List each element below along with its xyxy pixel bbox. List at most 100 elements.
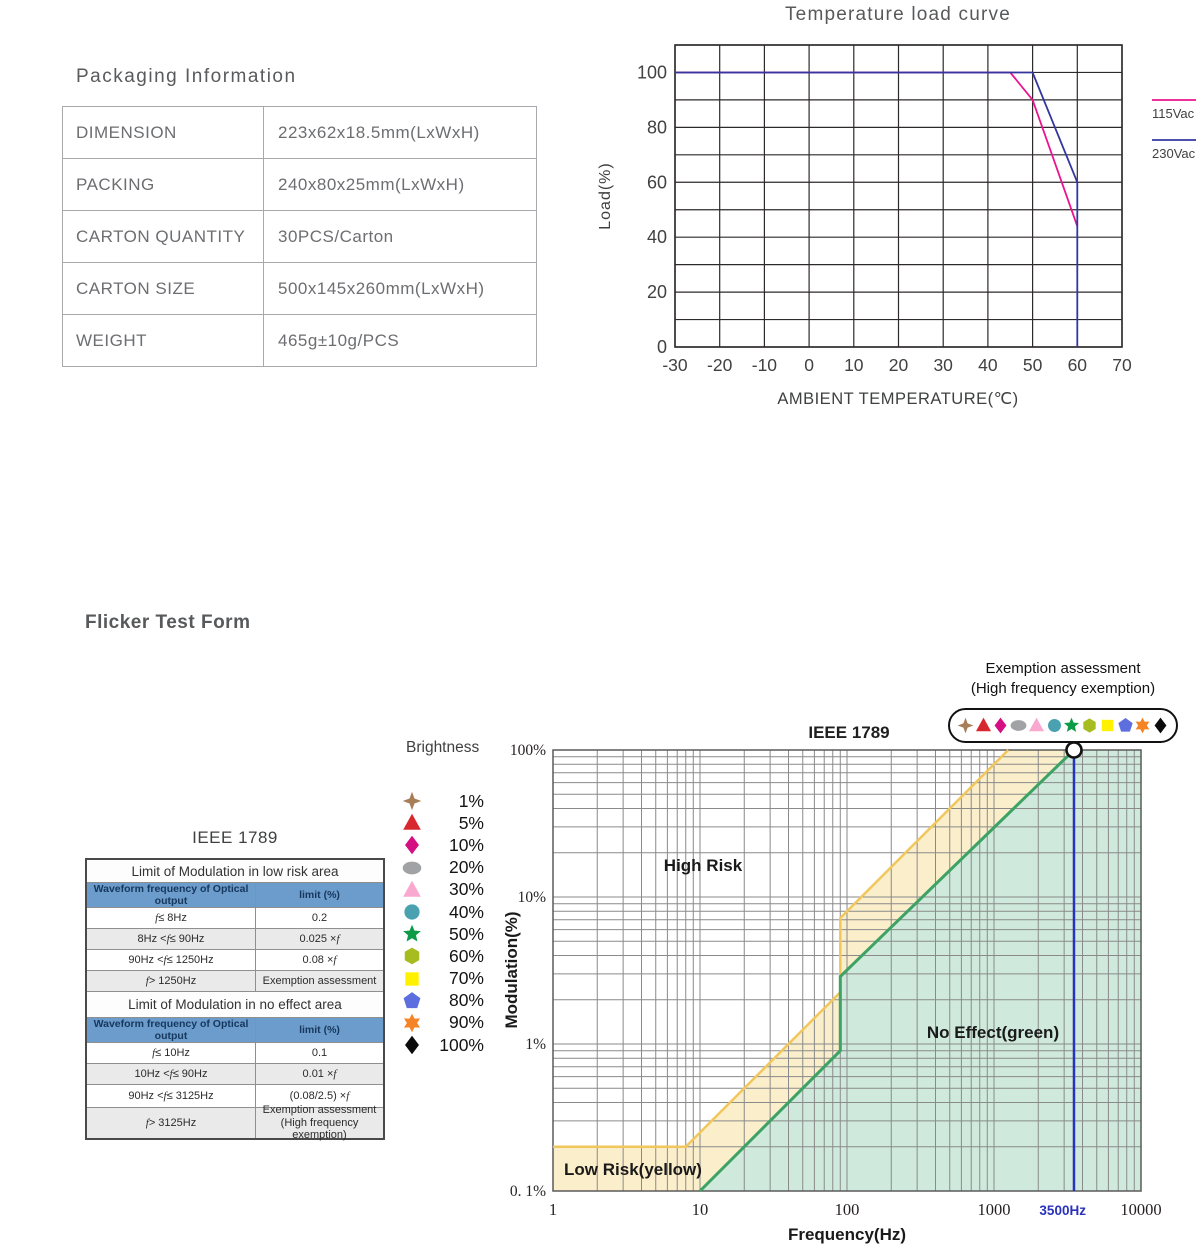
temp-grid	[674, 44, 1123, 348]
polygon	[404, 948, 420, 965]
ieee-table-cell-frequency: 10Hz < f ≤ 90Hz	[87, 1064, 256, 1084]
packaging-row-label: WEIGHT	[63, 315, 264, 366]
packaging-row: PACKING 240x80x25mm(LxWxH)	[63, 158, 536, 210]
polygon	[1154, 717, 1167, 734]
temp-y-tick-labels: 0 20 40 60 80 100	[637, 62, 667, 357]
ellipse	[1010, 720, 1027, 731]
brightness-legend-item: 10%	[402, 834, 484, 856]
star6-icon	[1136, 717, 1150, 734]
ieee-table-header-frequency: Waveform frequency of Optical output	[87, 883, 256, 907]
polygon	[1064, 717, 1080, 732]
brightness-legend-item: 100%	[402, 1034, 484, 1056]
x-tick-label: 1000	[978, 1200, 1011, 1219]
x-tick-label: 0	[804, 355, 814, 375]
marker-frequency-label: 3500Hz	[1039, 1203, 1086, 1218]
brightness-100%-marker-icon	[405, 1035, 419, 1055]
brightness-60%-marker-icon	[404, 948, 420, 965]
packaging-row-value: 465g±10g/PCS	[278, 330, 400, 350]
packaging-row-value: 500x145x260mm(LxWxH)	[278, 278, 485, 298]
temp-plot-border	[674, 44, 1123, 348]
packaging-row-label: CARTON QUANTITY	[63, 211, 264, 262]
legend-label-230vac: 230Vac	[1152, 146, 1196, 161]
brightness-30%-marker-icon	[403, 880, 421, 897]
pill-80%-marker-icon	[1118, 717, 1133, 732]
flicker-chart-title: IEEE 1789	[808, 723, 889, 742]
x-tick-label: 40	[978, 355, 998, 375]
ellipse-icon	[1010, 720, 1027, 731]
brightness-50%-marker-icon	[403, 924, 421, 942]
ieee-table-cell-limit: 0.08 × f	[302, 953, 337, 966]
x-tick-label: 10000	[1120, 1200, 1161, 1219]
brightness-legend-value: 100%	[439, 1034, 484, 1055]
marker-frequency-dot	[1065, 741, 1083, 759]
low-risk-label: Low Risk(yellow)	[564, 1160, 702, 1179]
hexagon-icon	[1083, 718, 1096, 733]
ieee-table-row: f > 3125Hz Exemption assessment (High freq…	[87, 1104, 383, 1142]
y-tick-label: 40	[647, 227, 667, 247]
flicker-plot-border	[552, 749, 1142, 1192]
brightness-70%-marker-icon	[405, 971, 419, 986]
polygon	[403, 1013, 421, 1033]
packaging-row-value: 240x80x25mm(LxWxH)	[278, 174, 465, 194]
pill-30%-marker-icon	[1028, 717, 1044, 732]
x-tick-label: -30	[662, 355, 688, 375]
ellipse-icon	[402, 861, 422, 874]
ieee-table-row: f ≤ 8Hz 0.2	[87, 908, 383, 929]
exemption-marker-pill	[948, 708, 1178, 743]
ieee-table-header-row: Waveform frequency of Optical output limi…	[87, 883, 383, 908]
packaging-table: DIMENSION 223x62x18.5mm(LxWxH) PACKING 240x…	[62, 106, 537, 367]
brightness-legend-items: 1% 5% 10% 20% 30% 40% 50% 60% 70% 80% 90% 100%	[402, 790, 484, 1056]
triangle-icon	[403, 880, 421, 897]
polygon	[957, 717, 974, 734]
ieee-table-cell-limit: Exemption assessment (High frequency exem…	[262, 1104, 377, 1142]
brightness-legend-item: 70%	[402, 968, 484, 990]
y-tick-label: 20	[647, 282, 667, 302]
pill-100%-marker-icon	[1154, 717, 1167, 734]
pill-90%-marker-icon	[1136, 717, 1150, 734]
temp-chart-title: Temperature load curve	[785, 4, 1011, 25]
brightness-legend-value: 50%	[448, 923, 484, 944]
polygon	[994, 717, 1007, 734]
brightness-legend-item: 50%	[402, 923, 484, 945]
temp-series-115vac	[675, 71, 1079, 227]
brightness-legend-value: 30%	[448, 879, 484, 900]
ieee-table-cell-frequency: f ≤ 10Hz	[87, 1043, 256, 1063]
y-tick-label: 80	[647, 117, 667, 137]
circle	[1047, 719, 1061, 732]
temp-x-tick-labels: -30 -20 -10 0 10 20 30 40 50 60 70	[662, 355, 1132, 375]
ieee-table-header-limit: limit (%)	[299, 1023, 340, 1036]
circle-icon	[1047, 719, 1061, 732]
ieee-table-row: 90Hz < f ≤ 3125Hz (0.08/2.5) × f	[87, 1085, 383, 1108]
brightness-40%-marker-icon	[404, 904, 420, 920]
ieee-table-cell-frequency: f > 3125Hz	[87, 1108, 256, 1138]
rect	[1101, 719, 1114, 732]
brightness-legend-value: 70%	[448, 968, 484, 989]
ieee-table-cell-frequency: f ≤ 8Hz	[87, 908, 256, 928]
brightness-1%-marker-icon	[402, 791, 422, 811]
pill-5%-marker-icon	[975, 717, 991, 732]
square-icon	[1101, 719, 1114, 732]
flicker-y-axis-label: Modulation(%)	[502, 911, 521, 1028]
circle-icon	[404, 904, 420, 920]
ieee-1789-table: Limit of Modulation in low risk area Wave…	[85, 858, 385, 1142]
ieee-table-cell-limit: 0.025 × f	[299, 932, 340, 945]
ieee-table-row: 8Hz < f ≤ 90Hz 0.025 × f	[87, 929, 383, 950]
ieee-table-cell-limit: Exemption assessment	[262, 974, 377, 987]
brightness-10%-marker-icon	[405, 836, 419, 855]
temp-series-230vac	[675, 71, 1079, 347]
x-tick-label: 1	[549, 1200, 557, 1219]
x-tick-label: -10	[752, 355, 778, 375]
x-tick-label: 70	[1112, 355, 1132, 375]
brightness-legend-item: 80%	[402, 990, 484, 1012]
exemption-assessment-label: Exemption assessment (High frequency exe…	[946, 659, 1180, 698]
brightness-20%-marker-icon	[402, 861, 422, 874]
polygon	[403, 924, 421, 942]
ieee-table-section-title: Limit of Modulation in no effect area	[87, 992, 383, 1018]
star5-icon	[1064, 717, 1080, 732]
x-tick-label: 50	[1023, 355, 1043, 375]
brightness-legend-item: 1%	[402, 790, 484, 812]
brightness-legend-value: 60%	[448, 945, 484, 966]
no-effect-boundary-line	[698, 748, 1076, 1193]
polygon	[1136, 717, 1150, 734]
